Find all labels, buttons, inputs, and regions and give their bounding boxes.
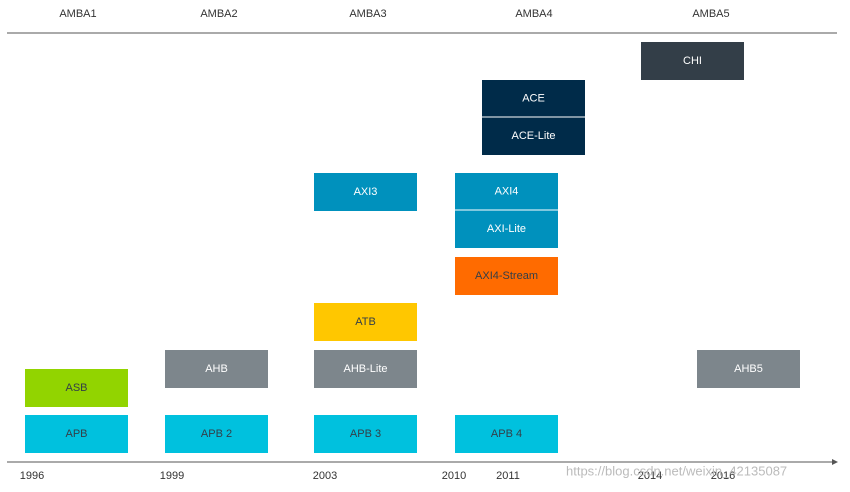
year-label: 1999 bbox=[160, 470, 184, 482]
year-label: 2014 bbox=[638, 470, 662, 482]
box-label: APB 3 bbox=[350, 428, 381, 440]
watermark: https://blog.csdn.net/weixin_42135087 bbox=[566, 463, 787, 478]
box bbox=[455, 173, 558, 210]
box bbox=[314, 173, 417, 211]
box-label: AHB5 bbox=[734, 363, 763, 375]
box bbox=[25, 369, 128, 407]
box-label: ASB bbox=[65, 382, 87, 394]
box bbox=[482, 80, 585, 117]
box-label: APB bbox=[65, 428, 87, 440]
box bbox=[455, 257, 558, 295]
generation-label: AMBA4 bbox=[515, 8, 552, 20]
boxes: ASB APB AHB APB 2 AXI3 ATB AHB-Lite APB … bbox=[25, 42, 800, 453]
year-label: 1996 bbox=[20, 470, 44, 482]
box bbox=[697, 350, 800, 388]
box-label: AHB bbox=[205, 363, 228, 375]
year-label: 2010 bbox=[442, 470, 466, 482]
box-label: ATB bbox=[355, 316, 376, 328]
box-label: AXI4 bbox=[495, 185, 519, 197]
year-label: 2011 bbox=[496, 470, 520, 482]
box-label: APB 4 bbox=[491, 428, 522, 440]
box-label: ACE bbox=[522, 92, 545, 104]
box bbox=[641, 42, 744, 80]
box-label: APB 2 bbox=[201, 428, 232, 440]
generation-label: AMBA5 bbox=[692, 8, 729, 20]
timeline-arrow bbox=[832, 459, 838, 465]
box bbox=[314, 415, 417, 453]
box bbox=[455, 415, 558, 453]
box bbox=[165, 350, 268, 388]
box bbox=[25, 415, 128, 453]
box-label: CHI bbox=[683, 55, 702, 67]
box bbox=[165, 415, 268, 453]
generation-label: AMBA2 bbox=[200, 8, 237, 20]
year-label: 2016 bbox=[711, 470, 735, 482]
generation-label: AMBA3 bbox=[349, 8, 386, 20]
box-label: AXI3 bbox=[354, 186, 378, 198]
year-label: 2003 bbox=[313, 470, 337, 482]
box-label: AHB-Lite bbox=[343, 363, 387, 375]
box-label: AXI4-Stream bbox=[475, 270, 538, 282]
box bbox=[482, 117, 585, 155]
generation-label: AMBA1 bbox=[59, 8, 96, 20]
box bbox=[314, 350, 417, 388]
box-label: ACE-Lite bbox=[511, 130, 555, 142]
box-label: AXI-Lite bbox=[487, 223, 526, 235]
box bbox=[455, 210, 558, 248]
box bbox=[314, 303, 417, 341]
